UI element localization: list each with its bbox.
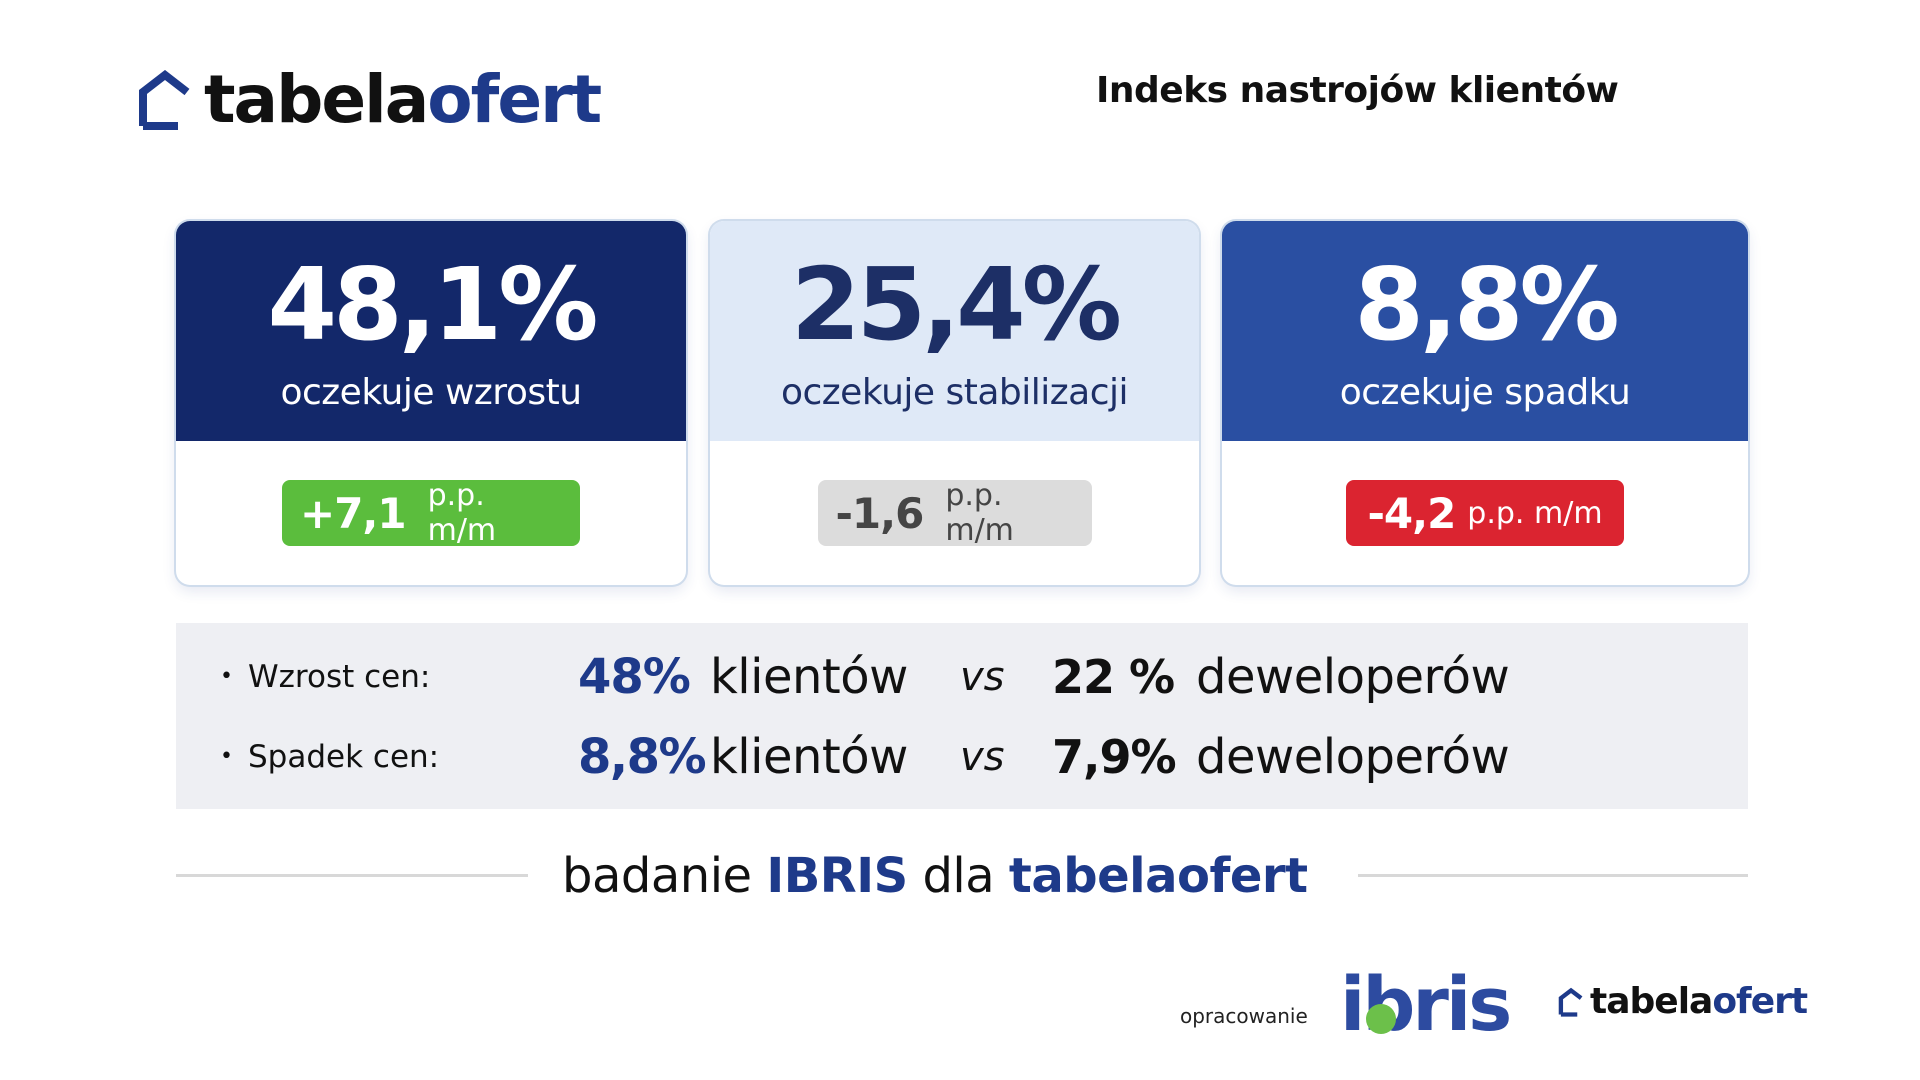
decline-label: oczekuje spadku — [1339, 372, 1631, 413]
footer-brand-logo: tabelaofert — [1558, 981, 1808, 1022]
stabilization-change-unit: p.p. m/m — [945, 478, 1014, 548]
comparison-row-decline: • Spadek cen: 8,8% klientów vs 7,9% dewe… — [176, 727, 1748, 787]
card-decline: 8,8% oczekuje spadku -4,2 p.p. m/m — [1222, 221, 1748, 585]
card-growth: 48,1% oczekuje wzrostu +7,1 p.p. m/m — [176, 221, 686, 585]
bullet: • — [220, 744, 233, 769]
card-stabilization-header: 25,4% oczekuje stabilizacji — [710, 221, 1199, 441]
bullet: • — [220, 664, 233, 689]
versus-label: vs — [960, 654, 1005, 700]
clients-percentage: 8,8% — [578, 729, 707, 785]
card-decline-header: 8,8% oczekuje spadku — [1222, 221, 1748, 441]
footer-brand-wordmark: tabelaofert — [1590, 981, 1808, 1022]
growth-value: 48,1% — [267, 246, 599, 363]
decline-value: 8,8% — [1354, 246, 1619, 363]
developers-percentage: 7,9% — [1052, 730, 1177, 784]
stabilization-label: oczekuje stabilizacji — [780, 372, 1129, 413]
growth-label: oczekuje wzrostu — [280, 372, 582, 413]
source-brand: tabelaofert — [1008, 848, 1308, 904]
comparison-row-growth: • Wzrost cen: 48% klientów vs 22 % dewel… — [176, 647, 1748, 707]
developers-label: deweloperów — [1196, 729, 1510, 785]
comparison-label: Wzrost cen: — [248, 659, 431, 695]
card-stabilization: 25,4% oczekuje stabilizacji -1,6 p.p. m/… — [710, 221, 1199, 585]
versus-label: vs — [960, 734, 1005, 780]
ibris-logo: ibris — [1340, 968, 1512, 1042]
growth-change-unit: p.p. m/m — [427, 478, 497, 548]
house-icon — [139, 70, 190, 130]
comparison-label: Spadek cen: — [248, 739, 440, 775]
decline-change-badge: -4,2 p.p. m/m — [1346, 480, 1624, 546]
house-icon — [1558, 987, 1583, 1017]
clients-label: klientów — [710, 649, 908, 705]
decline-change-unit: p.p. m/m — [1467, 495, 1603, 531]
source-caption: badanie IBRIS dla tabelaofert — [562, 846, 1308, 906]
divider-right — [1358, 874, 1748, 877]
developers-label: deweloperów — [1196, 649, 1510, 705]
source-prefix: badanie — [562, 848, 752, 904]
brand-wordmark: tabelaofert — [204, 61, 602, 138]
ibris-dot-icon — [1366, 1004, 1396, 1034]
card-stabilization-footer: -1,6 p.p. m/m — [710, 441, 1199, 585]
growth-change-value: +7,1 — [300, 488, 407, 538]
clients-percentage: 48% — [578, 649, 691, 705]
brand-logo: tabelaofert — [138, 60, 602, 140]
stabilization-value: 25,4% — [791, 246, 1122, 363]
card-growth-header: 48,1% oczekuje wzrostu — [176, 221, 686, 441]
page-title: Indeks nastrojów klientów — [1096, 70, 1619, 111]
developers-percentage: 22 % — [1052, 650, 1175, 704]
card-growth-footer: +7,1 p.p. m/m — [176, 441, 686, 585]
stabilization-change-value: -1,6 — [835, 488, 925, 538]
stabilization-change-badge: -1,6 p.p. m/m — [817, 478, 1092, 548]
footer-credit: opracowanie — [1180, 1004, 1308, 1028]
card-decline-footer: -4,2 p.p. m/m — [1222, 441, 1748, 585]
decline-change-value: -4,2 — [1367, 488, 1456, 538]
ibris-wordmark: ibris — [1340, 962, 1512, 1048]
divider-left — [176, 874, 528, 877]
clients-label: klientów — [710, 729, 908, 785]
comparison-panel: • Wzrost cen: 48% klientów vs 22 % dewel… — [176, 623, 1748, 809]
source-org: IBRIS — [766, 848, 908, 904]
growth-change-badge: +7,1 p.p. m/m — [282, 478, 580, 548]
source-mid: dla — [922, 848, 995, 904]
